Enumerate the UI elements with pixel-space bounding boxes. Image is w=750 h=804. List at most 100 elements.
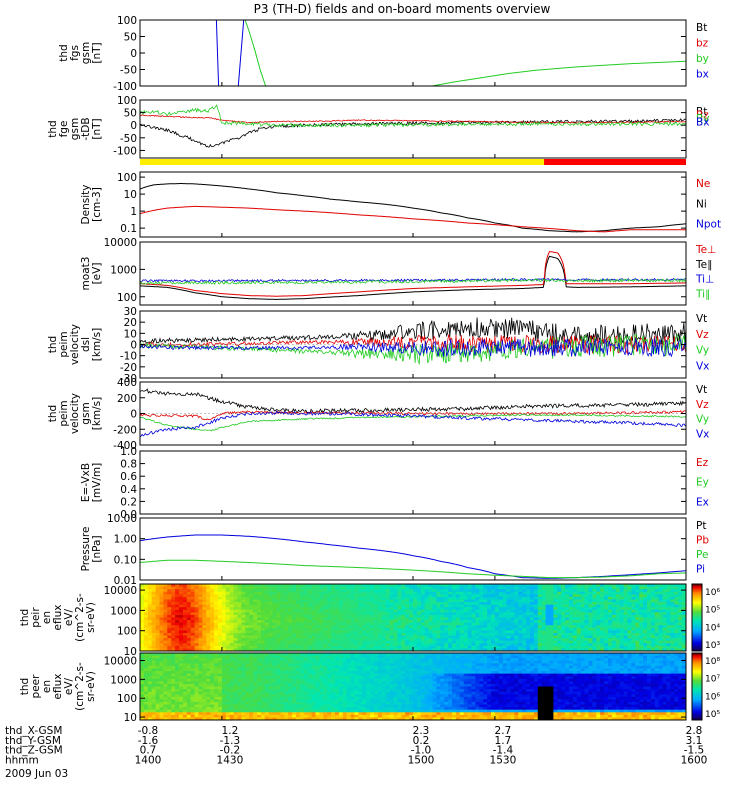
y-tick-label: 50 <box>124 108 137 120</box>
plot-area <box>216 20 686 86</box>
legend-Ti⊥: Ti⊥ <box>695 274 714 286</box>
y-tick-label: 1 <box>130 206 137 218</box>
legend-Vx: Vx <box>696 428 709 440</box>
plot-area <box>140 389 686 437</box>
legend-Vt: Vt <box>696 384 707 396</box>
colorbar-tick-label: 10⁴ <box>705 623 720 633</box>
panel-frame <box>140 20 686 86</box>
y-tick-label: 100 <box>117 15 137 27</box>
y-tick-label: -200 <box>113 424 137 436</box>
y-tick-label: 0.6 <box>120 471 137 483</box>
y-tick-label: 1000 <box>110 605 137 617</box>
legend-Vx: Vx <box>696 360 709 372</box>
series-Te∥-line <box>140 256 686 299</box>
y-tick-label: -50 <box>120 65 137 77</box>
series-by-line <box>245 20 266 86</box>
legend-Ey: Ey <box>696 477 709 489</box>
legend-Npot: Npot <box>696 219 721 231</box>
y-tick-label: 10000 <box>104 237 137 249</box>
y-tick-label: 0 <box>130 409 137 421</box>
colorbar-tick-label: 10³ <box>705 641 720 651</box>
y-axis-label: [cm-3] <box>91 187 103 222</box>
colorbar-tick-label: 10⁶ <box>705 588 720 598</box>
y-tick-label: 400 <box>117 377 137 389</box>
y-tick-label: 0 <box>130 120 137 132</box>
y-axis-label: [nT] <box>91 118 103 139</box>
y-tick-label: 10 <box>124 189 137 201</box>
series-Te⊥-line <box>140 252 686 297</box>
series-bx-line <box>238 20 243 86</box>
y-axis-label: [eV] <box>91 263 103 285</box>
y-axis-label: [km/s] <box>91 328 103 362</box>
y-tick-label: 1000 <box>110 264 137 276</box>
legend-Bx: Bx <box>696 117 709 129</box>
plot-area <box>140 252 686 300</box>
legend-Pi: Pi <box>696 564 705 576</box>
mode-bar-segment <box>544 159 686 165</box>
legend-Vy: Vy <box>696 345 709 357</box>
legend-Te∥: Te∥ <box>695 259 712 271</box>
y-tick-label: -50 <box>120 133 137 145</box>
legend-Pb: Pb <box>696 535 709 547</box>
legend-by: by <box>696 53 709 65</box>
y-tick-label: 100 <box>117 292 137 304</box>
legend-Ni: Ni <box>696 198 707 210</box>
y-tick-label: 1.0 <box>120 446 137 458</box>
y-tick-label: 0.4 <box>120 484 137 496</box>
y-tick-label: 0.10 <box>114 554 137 566</box>
series-by-line <box>432 61 686 86</box>
y-tick-label: 200 <box>117 393 137 405</box>
y-axis-label: [nPa] <box>91 535 103 562</box>
panel-frame <box>140 518 686 580</box>
y-axis-label: [nT] <box>91 42 103 63</box>
series-Ne-line <box>140 206 686 232</box>
chart-title: P3 (TH-D) fields and on-board moments ov… <box>254 2 551 16</box>
plot-area <box>140 105 686 147</box>
y-tick-label: 100 <box>117 172 137 184</box>
colorbar: 10⁶ 10⁵ 10⁴ 10³ <box>692 584 720 652</box>
plot-area <box>140 535 686 578</box>
plot-area <box>140 653 687 721</box>
y-tick-label: 10000 <box>104 585 137 597</box>
y-tick-label: -100 <box>113 145 137 157</box>
series-Vt-line <box>140 389 686 413</box>
legend-Bt: Bt <box>696 22 707 34</box>
y-tick-label: 0.1 <box>120 223 137 235</box>
legend-Vz: Vz <box>696 399 709 411</box>
panel-frame <box>140 100 686 158</box>
legend-Te⊥: Te⊥ <box>695 244 716 256</box>
y-tick-label: 100 <box>117 95 137 107</box>
panel-frame <box>140 242 686 305</box>
colorbar-tick-label: 10⁵ <box>705 606 720 616</box>
y-tick-label: 0.2 <box>120 496 137 508</box>
plot-area <box>140 318 686 364</box>
mode-bar-segment <box>140 159 544 165</box>
series-Pe-line <box>140 560 686 577</box>
y-tick-label: 0.8 <box>120 459 137 471</box>
panel-frame <box>140 172 686 237</box>
legend-Pt: Pt <box>696 520 706 532</box>
y-tick-label: 1.00 <box>114 534 137 546</box>
y-tick-label: 100 <box>117 626 137 638</box>
legend-Ne: Ne <box>696 178 710 190</box>
legend-Vt: Vt <box>696 313 707 325</box>
y-tick-label: 50 <box>124 32 137 44</box>
series-By-line <box>140 105 686 127</box>
legend-bz: bz <box>696 38 709 50</box>
legend-bx: bx <box>696 69 709 81</box>
panel-frame <box>140 451 686 514</box>
y-axis-label: [mV/m] <box>91 463 103 502</box>
